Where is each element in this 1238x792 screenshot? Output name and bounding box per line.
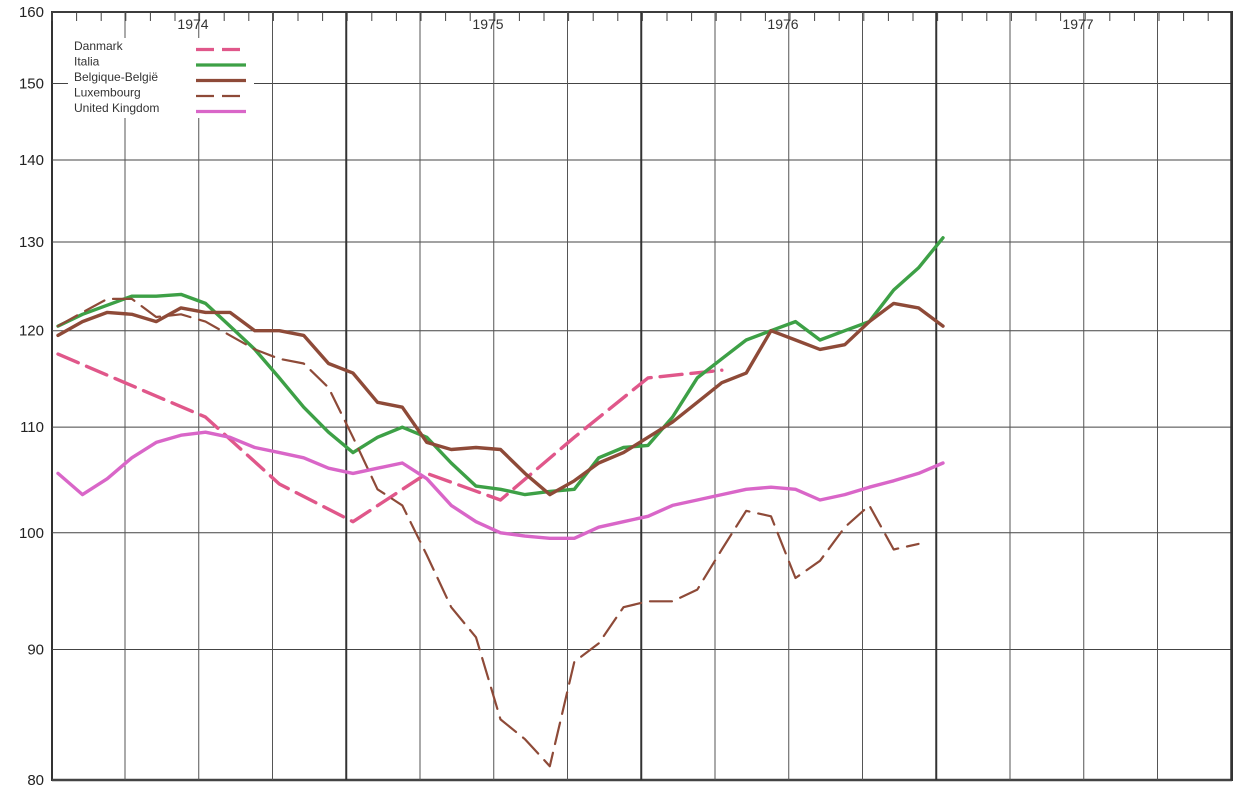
legend-label: Luxembourg (74, 86, 141, 100)
series-line (56, 430, 945, 540)
year-label: 1974 (177, 16, 208, 32)
series-line (56, 236, 945, 497)
legend-background (68, 38, 254, 118)
y-tick-label: 120 (19, 323, 44, 340)
series-line (56, 297, 920, 768)
series-line (56, 352, 724, 524)
year-labels: 1974 1975 1976 1977 (177, 16, 1093, 32)
y-tick-label: 140 (19, 152, 44, 169)
year-label: 1977 (1062, 16, 1093, 32)
y-tick-label: 110 (20, 419, 44, 436)
year-label: 1976 (767, 16, 798, 32)
legend-label: Italia (74, 55, 100, 69)
y-tick-label: 90 (27, 641, 44, 658)
series-lines (56, 236, 945, 768)
y-tick-label: 130 (19, 234, 44, 251)
legend-label: United Kingdom (74, 101, 159, 115)
y-tick-label: 150 (19, 76, 44, 93)
legend-label: Belgique-België (74, 70, 158, 84)
series-line (56, 301, 945, 497)
y-axis: 80 90 100 110 120 130 140 150 160 (19, 4, 44, 789)
y-tick-label: 100 (19, 525, 44, 542)
grid (51, 11, 1233, 782)
y-tick-label: 80 (27, 772, 44, 789)
year-label: 1975 (472, 16, 503, 32)
legend-label: Danmark (74, 39, 124, 53)
y-tick-label: 160 (19, 4, 44, 21)
